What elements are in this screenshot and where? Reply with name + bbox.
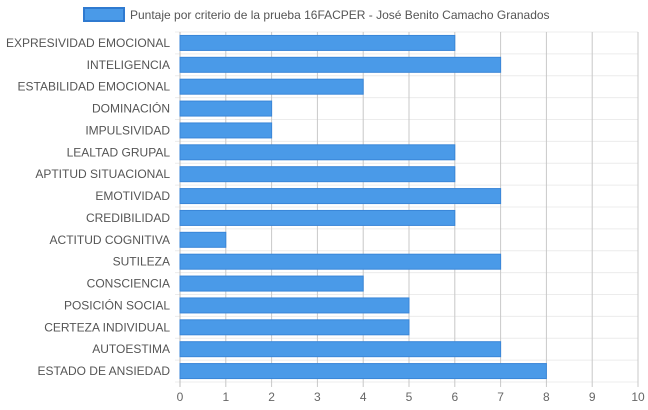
x-tick-label: 1 [222, 390, 229, 404]
category-label: INTELIGENCIA [87, 58, 170, 72]
category-label: LEALTAD GRUPAL [67, 145, 171, 159]
category-label: POSICIÓN SOCIAL [64, 297, 170, 312]
x-tick-label: 5 [406, 390, 413, 404]
category-label: CERTEZA INDIVIDUAL [44, 320, 170, 334]
bar[interactable] [179, 231, 227, 248]
bar[interactable] [179, 319, 410, 336]
bar[interactable] [179, 275, 364, 292]
category-label: AUTOESTIMA [92, 342, 170, 356]
category-label: ACTITUD COGNITIVA [50, 233, 170, 247]
bars [179, 34, 547, 380]
category-label: EXPRESIVIDAD EMOCIONAL [6, 36, 170, 50]
bar[interactable] [179, 297, 410, 314]
x-tick-label: 10 [631, 390, 645, 404]
bar[interactable] [179, 144, 456, 161]
category-labels: EXPRESIVIDAD EMOCIONAL INTELIGENCIA ESTABI… [6, 36, 170, 378]
bar[interactable] [179, 341, 502, 358]
category-label: ESTADO DE ANSIEDAD [38, 364, 171, 378]
category-label: CONSCIENCIA [87, 277, 170, 291]
x-tick-label: 9 [589, 390, 596, 404]
x-tick-label: 7 [497, 390, 504, 404]
bar[interactable] [179, 100, 273, 117]
category-label: DOMINACIÓN [92, 101, 170, 116]
x-tick-label: 2 [268, 390, 275, 404]
bar[interactable] [179, 209, 456, 226]
category-label: ESTABILIDAD EMOCIONAL [18, 80, 171, 94]
legend-label[interactable]: Puntaje por criterio de la prueba 16FACP… [130, 8, 550, 22]
x-tick-label: 3 [314, 390, 321, 404]
bar[interactable] [179, 363, 547, 380]
bar[interactable] [179, 56, 502, 73]
bar[interactable] [179, 253, 502, 270]
bar[interactable] [179, 122, 273, 139]
x-tick-label: 4 [360, 390, 367, 404]
bar[interactable] [179, 34, 456, 51]
x-tick-label: 0 [177, 390, 184, 404]
category-label: IMPULSIVIDAD [85, 123, 170, 137]
bar[interactable] [179, 166, 456, 183]
x-tick-label: 8 [543, 390, 550, 404]
x-tick-label: 6 [451, 390, 458, 404]
x-axis-tick-labels: 0 1 2 3 4 5 6 7 8 9 10 [177, 390, 645, 404]
bar[interactable] [179, 78, 364, 95]
category-label: EMOTIVIDAD [95, 189, 170, 203]
bar[interactable] [179, 188, 502, 205]
category-label: SUTILEZA [113, 255, 170, 269]
legend-swatch[interactable] [83, 7, 125, 22]
legend[interactable]: Puntaje por criterio de la prueba 16FACP… [83, 7, 550, 22]
category-label: APTITUD SITUACIONAL [35, 167, 170, 181]
category-label: CREDIBILIDAD [86, 211, 170, 225]
